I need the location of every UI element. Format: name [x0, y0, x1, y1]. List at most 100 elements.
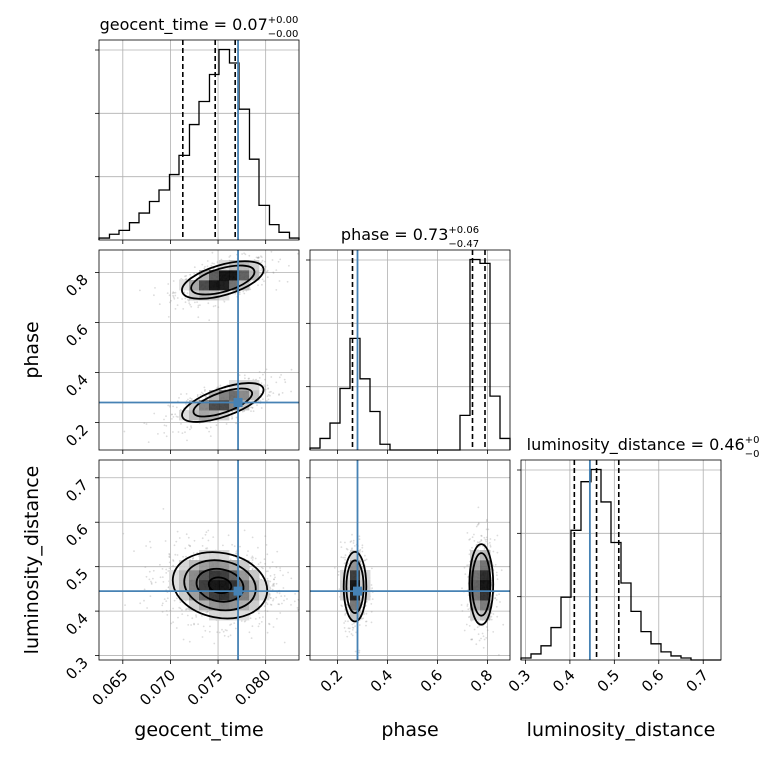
- scatter-point: [262, 616, 264, 618]
- title-plus: +0.06: [448, 225, 479, 236]
- scatter-point: [267, 398, 270, 401]
- scatter-point: [235, 422, 238, 425]
- density-cell: [480, 560, 491, 571]
- scatter-point: [212, 536, 215, 538]
- density-cell: [470, 570, 481, 581]
- scatter-point: [161, 610, 164, 613]
- scatter-point: [167, 316, 170, 318]
- scatter-point: [175, 540, 178, 543]
- scatter-point: [172, 431, 174, 433]
- scatter-point: [258, 616, 261, 619]
- scatter-point: [350, 540, 353, 542]
- scatter-point: [258, 612, 260, 615]
- density-cell: [219, 280, 230, 291]
- scatter-point: [202, 392, 204, 395]
- scatter-point: [348, 630, 351, 633]
- scatter-point: [351, 626, 354, 629]
- scatter-point: [203, 390, 206, 392]
- scatter-point: [345, 547, 348, 550]
- density-cell: [470, 610, 481, 621]
- scatter-point: [279, 612, 282, 614]
- scatter-point: [278, 393, 280, 395]
- y-tick-label-luminosity_distance: 0.3: [62, 654, 92, 684]
- scatter-point: [187, 398, 189, 401]
- panel-frame: [98, 249, 300, 451]
- scatter-point: [266, 384, 269, 387]
- scatter-point: [199, 393, 202, 396]
- scatter-point: [163, 598, 166, 600]
- scatter-point: [267, 387, 270, 389]
- scatter-point: [281, 602, 283, 605]
- scatter-point: [354, 625, 356, 628]
- x-tick-label-geocent_time: 0.070: [136, 666, 179, 709]
- scatter-point: [189, 544, 191, 547]
- scatter-point: [235, 552, 238, 555]
- scatter-point: [204, 389, 206, 391]
- contour-level-3: [171, 551, 269, 620]
- scatter-point: [283, 641, 286, 644]
- scatter-point: [188, 640, 191, 643]
- y-tick-label-phase: 0.8: [62, 271, 92, 301]
- scatter-point: [148, 570, 151, 573]
- scatter-point: [223, 300, 226, 303]
- scatter-point: [265, 544, 268, 546]
- scatter-point: [171, 418, 173, 420]
- scatter-point: [250, 557, 253, 559]
- scatter-point: [266, 395, 269, 398]
- scatter-point: [290, 390, 292, 393]
- scatter-point: [264, 535, 267, 537]
- scatter-point: [495, 605, 498, 608]
- scatter-point: [257, 563, 260, 565]
- scatter-point: [358, 649, 361, 652]
- scatter-point: [233, 622, 236, 624]
- scatter-point: [167, 283, 170, 285]
- scatter-point: [163, 424, 166, 427]
- scatter-point: [170, 622, 173, 625]
- scatter-point: [260, 382, 263, 384]
- scatter-point: [143, 599, 145, 602]
- title-plus: +0.00: [268, 15, 299, 26]
- density-cell: [239, 400, 250, 411]
- y-tick-label-luminosity_distance: 0.5: [62, 565, 92, 595]
- scatter-point: [178, 606, 181, 609]
- scatter-point: [171, 292, 174, 295]
- scatter-point: [206, 265, 209, 268]
- scatter-point: [224, 629, 227, 631]
- scatter-point: [269, 603, 272, 606]
- scatter-point: [351, 629, 354, 631]
- scatter-point: [257, 284, 259, 287]
- scatter-point: [264, 388, 267, 391]
- scatter-point: [259, 272, 262, 275]
- scatter-point: [342, 556, 345, 559]
- scatter-point: [266, 553, 269, 556]
- scatter-point: [168, 556, 171, 558]
- scatter-point: [361, 550, 364, 553]
- density-cell: [249, 570, 260, 581]
- scatter-point: [257, 256, 260, 259]
- scatter-point: [265, 570, 268, 573]
- contour-level-1: [195, 567, 245, 603]
- scatter-point: [184, 297, 187, 300]
- scatter-point: [205, 547, 207, 550]
- scatter-point: [269, 394, 271, 397]
- scatter-point: [478, 541, 480, 544]
- scatter-point: [197, 304, 200, 307]
- scatter-point: [205, 611, 208, 614]
- scatter-point: [351, 533, 353, 536]
- panel-frame: [98, 39, 300, 241]
- scatter-point: [266, 577, 269, 580]
- scatter-point: [266, 603, 269, 606]
- panel-frame: [520, 459, 722, 661]
- density-panel-phase-luminosity_distance: [306, 459, 511, 664]
- scatter-point: [275, 269, 278, 271]
- density-cell: [209, 280, 220, 291]
- histogram-step-luminosity_distance: [520, 468, 721, 661]
- scatter-point: [251, 536, 254, 539]
- scatter-point: [204, 265, 206, 268]
- scatter-point: [269, 575, 272, 577]
- scatter-point: [179, 601, 182, 603]
- x-tick-label-geocent_time: 0.075: [184, 666, 227, 709]
- scatter-point: [229, 624, 231, 626]
- scatter-point: [170, 299, 172, 302]
- scatter-point: [169, 301, 171, 304]
